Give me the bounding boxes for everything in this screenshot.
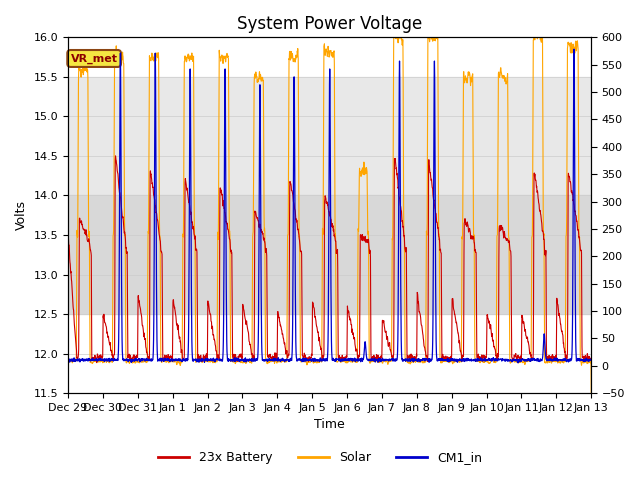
Title: System Power Voltage: System Power Voltage: [237, 15, 422, 33]
Bar: [68, 77, 591, 195]
Legend: 23x Battery, Solar, CM1_in: 23x Battery, Solar, CM1_in: [153, 446, 487, 469]
Bar: [68, 195, 591, 314]
Text: VR_met: VR_met: [70, 53, 118, 64]
Y-axis label: Volts: Volts: [15, 200, 28, 230]
X-axis label: Time: Time: [314, 419, 345, 432]
